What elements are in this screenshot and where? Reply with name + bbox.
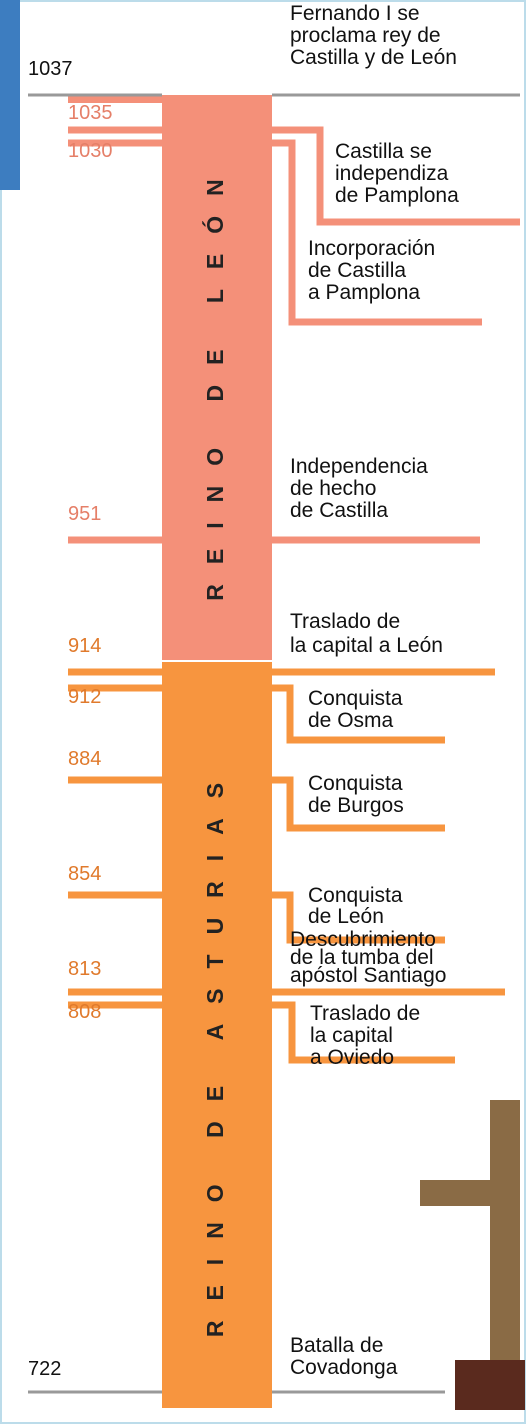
event-text: la capital	[310, 1024, 393, 1047]
event-text: apóstol Santiago	[290, 964, 446, 987]
kingdom-label: REINO DE ASTURIAS	[202, 763, 228, 1337]
event-text: Independencia	[290, 455, 428, 478]
event-text: de Castilla	[290, 499, 388, 522]
event-text: de Pamplona	[335, 184, 459, 207]
event-text: independiza	[335, 162, 449, 185]
event-text: Incorporación	[308, 237, 435, 260]
event-text: la capital a León	[290, 634, 443, 657]
year-label: 854	[68, 863, 101, 885]
year-label: 914	[68, 635, 101, 657]
year-label: 808	[68, 1001, 101, 1023]
year-label: 1037	[28, 58, 73, 80]
event-text: Conquista	[308, 772, 403, 795]
cross-image	[420, 1100, 525, 1410]
event-text: Castilla y de León	[290, 46, 457, 69]
timeline-diagram: 1037Fernando I seproclama rey deCastilla…	[0, 0, 526, 1424]
event-text: Covadonga	[290, 1356, 398, 1379]
year-label: 951	[68, 503, 101, 525]
event-text: a Oviedo	[310, 1046, 394, 1069]
event-text: de Burgos	[308, 794, 404, 817]
year-label: 813	[68, 958, 101, 980]
event-text: proclama rey de	[290, 24, 441, 47]
side-tab	[0, 0, 20, 190]
kingdom-label: REINO DE LEÓN	[201, 159, 228, 600]
event-text: Traslado de	[310, 1002, 420, 1025]
event-text: Traslado de	[290, 610, 400, 633]
year-label: 722	[28, 1358, 61, 1380]
year-label: 1030	[68, 140, 113, 162]
event-text: Fernando I se	[290, 2, 420, 25]
event-text: de León	[308, 905, 384, 928]
event-text: a Pamplona	[308, 281, 420, 304]
year-label: 1035	[68, 102, 113, 124]
event-text: de Osma	[308, 709, 394, 732]
event-text: Conquista	[308, 884, 403, 907]
event-text: de Castilla	[308, 259, 406, 282]
page: {"timeline": [ {"year": "1037", "event":…	[0, 0, 526, 1424]
year-label: 912	[68, 686, 101, 708]
year-label: 884	[68, 748, 101, 770]
event-text: Batalla de	[290, 1334, 383, 1357]
event-text: Castilla se	[335, 140, 432, 163]
event-text: de hecho	[290, 477, 376, 500]
event-text: Conquista	[308, 687, 403, 710]
